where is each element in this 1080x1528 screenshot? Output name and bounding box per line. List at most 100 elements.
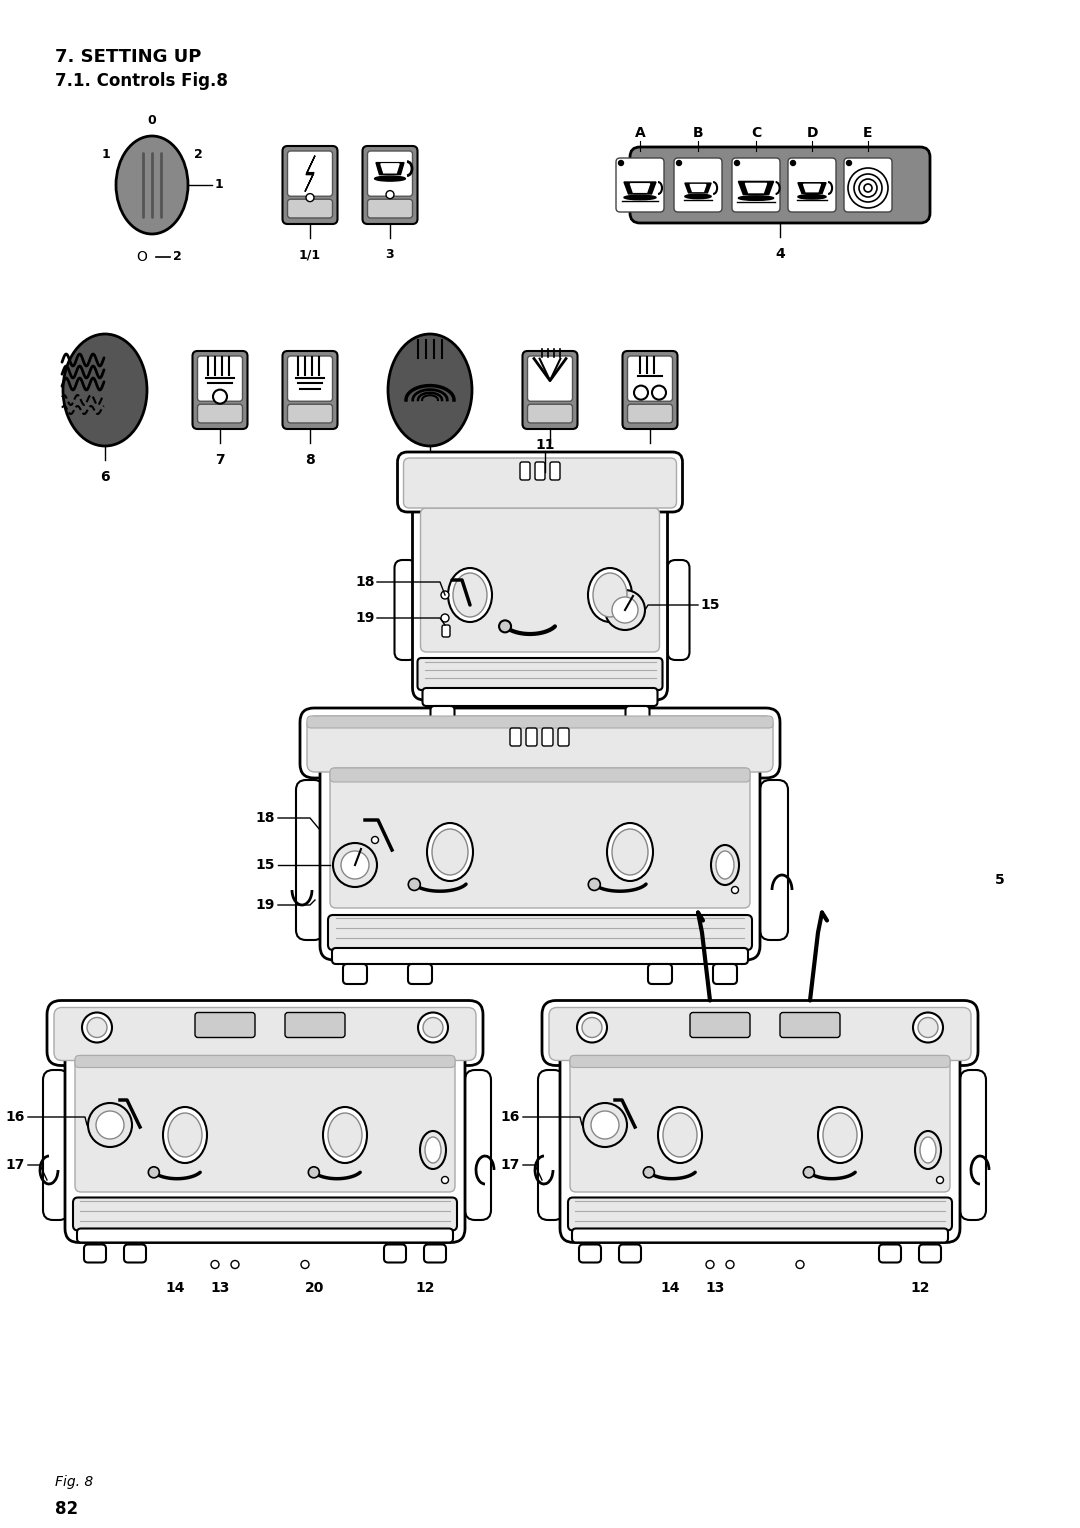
Circle shape (87, 1103, 132, 1148)
Circle shape (796, 1261, 804, 1268)
Circle shape (231, 1261, 239, 1268)
Circle shape (441, 614, 449, 622)
Text: 1/1: 1/1 (299, 248, 321, 261)
Circle shape (306, 194, 314, 202)
FancyBboxPatch shape (408, 964, 432, 984)
Text: B: B (692, 125, 703, 141)
Circle shape (612, 597, 638, 623)
FancyBboxPatch shape (394, 559, 417, 660)
FancyBboxPatch shape (296, 779, 324, 940)
FancyBboxPatch shape (424, 1244, 446, 1262)
Circle shape (301, 1261, 309, 1268)
Circle shape (634, 385, 648, 400)
Text: 19: 19 (256, 898, 275, 912)
Ellipse shape (577, 1013, 607, 1042)
Circle shape (731, 886, 739, 894)
FancyBboxPatch shape (648, 964, 672, 984)
FancyBboxPatch shape (420, 507, 660, 652)
FancyBboxPatch shape (73, 1198, 457, 1230)
Ellipse shape (823, 1112, 858, 1157)
FancyBboxPatch shape (367, 199, 413, 219)
Text: 15: 15 (700, 597, 719, 613)
FancyBboxPatch shape (75, 1056, 455, 1192)
Ellipse shape (426, 1137, 441, 1163)
FancyBboxPatch shape (561, 1048, 960, 1242)
FancyBboxPatch shape (570, 1056, 950, 1068)
Text: 20: 20 (306, 1280, 325, 1294)
Text: 1: 1 (102, 148, 110, 162)
Text: 0: 0 (148, 115, 157, 127)
FancyBboxPatch shape (287, 199, 333, 219)
FancyBboxPatch shape (43, 1070, 69, 1219)
Text: 7. SETTING UP: 7. SETTING UP (55, 47, 201, 66)
FancyBboxPatch shape (550, 461, 561, 480)
FancyBboxPatch shape (198, 356, 243, 402)
Ellipse shape (328, 1112, 362, 1157)
FancyBboxPatch shape (442, 625, 450, 637)
Text: 17: 17 (5, 1158, 25, 1172)
FancyBboxPatch shape (627, 405, 673, 423)
FancyBboxPatch shape (732, 157, 780, 212)
Ellipse shape (418, 1013, 448, 1042)
FancyBboxPatch shape (630, 147, 930, 223)
Ellipse shape (915, 1131, 941, 1169)
Ellipse shape (87, 1018, 107, 1038)
FancyBboxPatch shape (616, 157, 664, 212)
Circle shape (499, 620, 511, 633)
FancyBboxPatch shape (622, 351, 677, 429)
FancyBboxPatch shape (330, 769, 750, 908)
FancyBboxPatch shape (674, 157, 723, 212)
FancyBboxPatch shape (519, 461, 530, 480)
Polygon shape (745, 183, 767, 193)
FancyBboxPatch shape (283, 147, 337, 225)
Text: Fig. 8: Fig. 8 (55, 1475, 93, 1488)
Text: 18: 18 (256, 811, 275, 825)
FancyBboxPatch shape (332, 947, 748, 964)
Circle shape (583, 1103, 627, 1148)
FancyBboxPatch shape (48, 1001, 483, 1065)
Circle shape (213, 390, 227, 403)
Circle shape (386, 191, 394, 199)
Ellipse shape (818, 1106, 862, 1163)
FancyBboxPatch shape (619, 1244, 642, 1262)
Text: E: E (863, 125, 873, 141)
Text: 82: 82 (55, 1500, 78, 1517)
FancyBboxPatch shape (330, 769, 750, 782)
Circle shape (706, 1261, 714, 1268)
FancyBboxPatch shape (287, 405, 333, 423)
Circle shape (442, 1177, 448, 1184)
Circle shape (372, 836, 378, 843)
Circle shape (441, 591, 449, 599)
Ellipse shape (739, 196, 773, 200)
Polygon shape (624, 182, 656, 194)
Polygon shape (798, 183, 826, 193)
Text: 16: 16 (5, 1109, 25, 1125)
Text: 13: 13 (211, 1280, 230, 1294)
Circle shape (589, 879, 600, 891)
FancyBboxPatch shape (431, 706, 455, 726)
FancyBboxPatch shape (527, 405, 572, 423)
FancyBboxPatch shape (570, 1056, 950, 1192)
Ellipse shape (920, 1137, 936, 1163)
Ellipse shape (163, 1106, 207, 1163)
Circle shape (804, 1167, 814, 1178)
Circle shape (408, 879, 420, 891)
FancyBboxPatch shape (54, 1007, 476, 1060)
FancyBboxPatch shape (397, 452, 683, 512)
Text: 8: 8 (306, 452, 315, 468)
Circle shape (644, 1167, 654, 1178)
FancyBboxPatch shape (283, 351, 337, 429)
Circle shape (333, 843, 377, 886)
Ellipse shape (323, 1106, 367, 1163)
Circle shape (734, 160, 740, 165)
Circle shape (619, 160, 623, 165)
Ellipse shape (798, 194, 826, 199)
FancyBboxPatch shape (788, 157, 836, 212)
Text: 14: 14 (660, 1280, 679, 1294)
Text: 15: 15 (256, 859, 275, 872)
FancyBboxPatch shape (625, 706, 649, 726)
Circle shape (726, 1261, 734, 1268)
Text: D: D (807, 125, 818, 141)
Text: 5: 5 (995, 872, 1004, 886)
FancyBboxPatch shape (418, 659, 662, 691)
